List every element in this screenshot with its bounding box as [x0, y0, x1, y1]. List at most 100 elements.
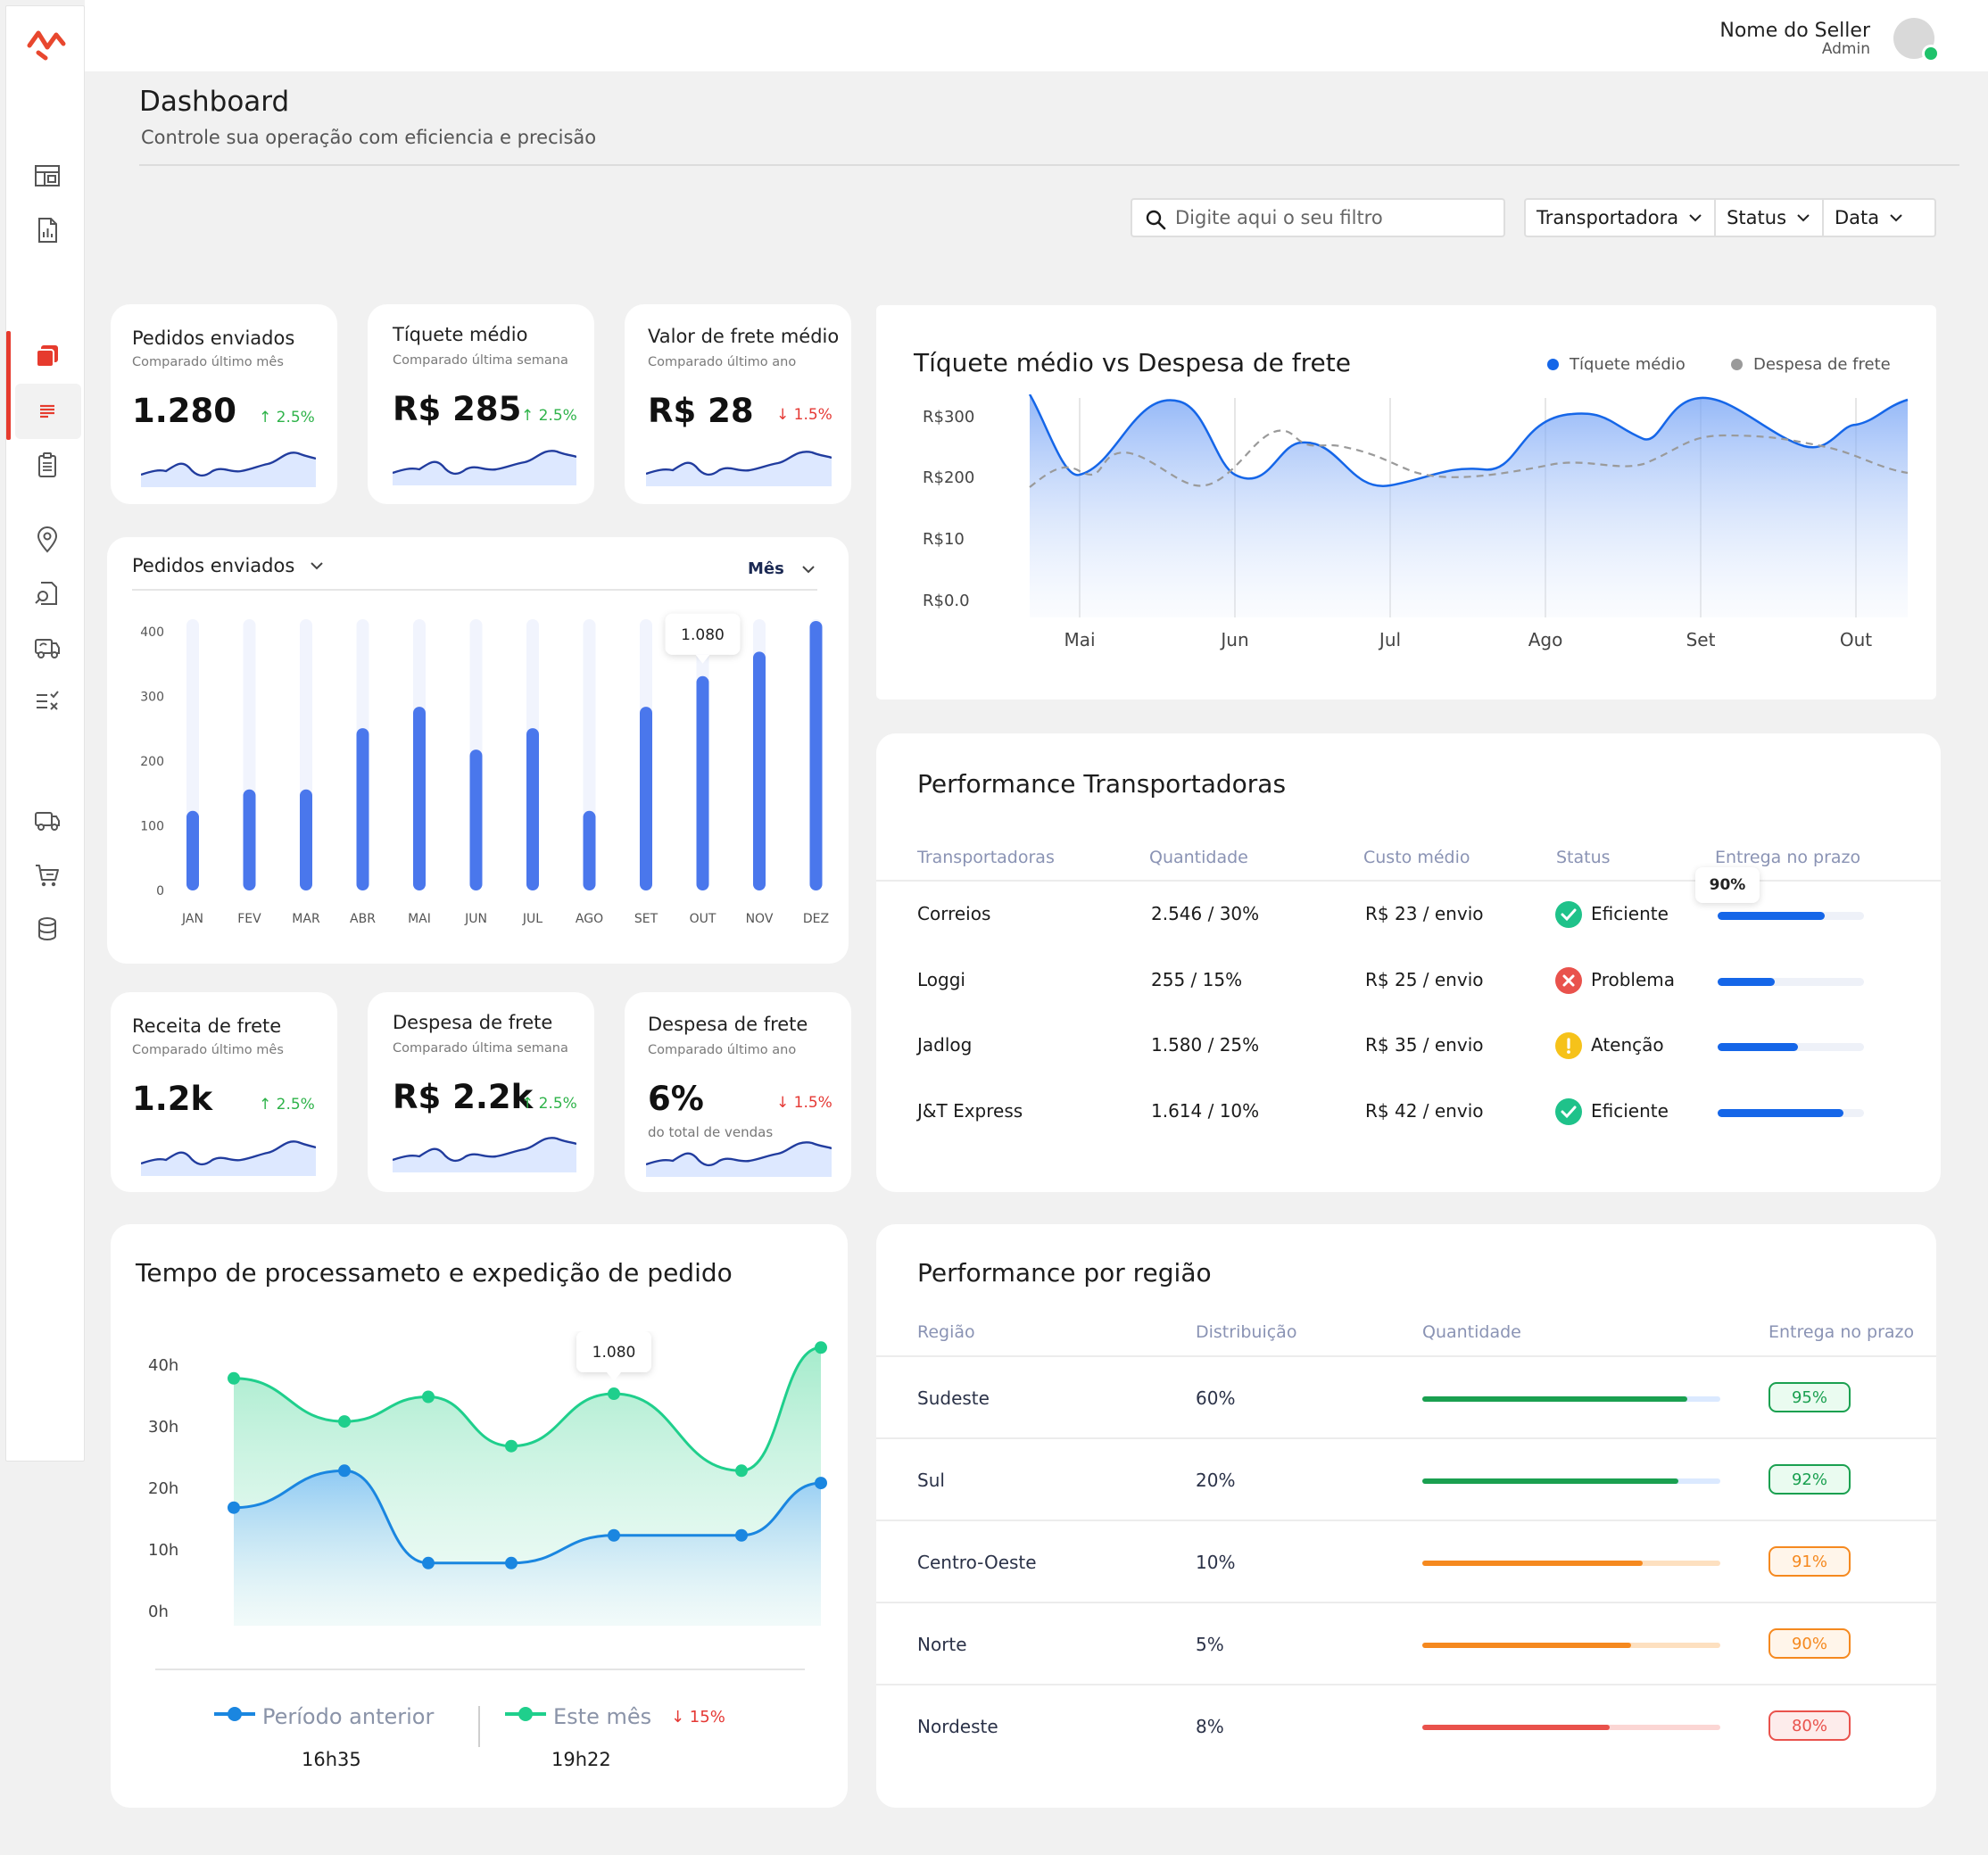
- orders-bar-chart: 400 300 200 100 0 JAN FEV MAR ABR MAI JUN JUL AGO SET…: [140, 613, 829, 926]
- previous-period-point[interactable]: [422, 1556, 435, 1569]
- bar-jul[interactable]: [526, 728, 539, 890]
- column-header: Quantidade: [1422, 1322, 1521, 1342]
- chart-tooltip: [576, 1331, 651, 1373]
- carrier-quantity: 1.580 / 25%: [1151, 1034, 1260, 1056]
- previous-period-point[interactable]: [815, 1477, 827, 1490]
- carrier-cost: R$ 42 / envio: [1365, 1099, 1484, 1122]
- previous-period-point[interactable]: [608, 1528, 620, 1542]
- legend-label: Tíquete médio: [1570, 355, 1686, 374]
- previous-period-point[interactable]: [338, 1464, 351, 1478]
- current-month-point[interactable]: [608, 1387, 620, 1401]
- y-tick-label: R$0.0: [923, 592, 970, 610]
- kpi-value: R$ 285: [393, 390, 522, 428]
- y-tick-label: 40h: [148, 1356, 178, 1375]
- kpi-trend: ↓ 1.5%: [776, 1094, 832, 1112]
- y-tick-label: 300: [140, 691, 164, 705]
- x-tick-label: FEV: [237, 912, 261, 926]
- date-filter-label: Data: [1835, 207, 1880, 228]
- carrier-status: Eficiente: [1591, 1099, 1669, 1122]
- on-time-tooltip: 90%: [1695, 867, 1760, 903]
- column-header: Status: [1556, 848, 1611, 867]
- truck-icon[interactable]: [29, 802, 65, 838]
- search-doc-icon[interactable]: [29, 576, 65, 611]
- previous-period-point[interactable]: [505, 1556, 518, 1569]
- processing-area-chart: 40h 30h 20h 10h 0h 1.080: [148, 1331, 827, 1626]
- bar-jan[interactable]: [186, 810, 199, 890]
- kpi-card-average-ticket[interactable]: Tíquete médio Comparado última semana R$…: [368, 304, 594, 504]
- bar-jun[interactable]: [469, 749, 483, 890]
- current-month-point[interactable]: [338, 1415, 351, 1429]
- kpi-card-freight-expense-week[interactable]: Despesa de frete Comparado última semana…: [368, 992, 594, 1192]
- bar-mar[interactable]: [300, 789, 312, 890]
- region-distribution: 20%: [1196, 1470, 1236, 1491]
- legend-label-current: Este mês: [553, 1704, 652, 1729]
- kpi-card-freight-revenue[interactable]: Receita de frete Comparado último mês 1.…: [111, 992, 337, 1192]
- report-icon[interactable]: [29, 212, 65, 248]
- carrier-cost: R$ 35 / envio: [1365, 1034, 1484, 1056]
- page-title: Dashboard: [139, 86, 290, 118]
- bar-ago[interactable]: [583, 810, 596, 890]
- current-month-point[interactable]: [422, 1390, 435, 1404]
- column-header: Custo médio: [1363, 848, 1470, 867]
- user-name[interactable]: Nome do Seller: [1719, 20, 1870, 42]
- logo-icon: [27, 30, 66, 61]
- y-tick-label: 10h: [148, 1541, 178, 1560]
- kpi-card-average-freight[interactable]: Valor de frete médio Comparado último an…: [625, 304, 851, 504]
- bar-dez[interactable]: [809, 621, 823, 890]
- orders-chart-selector[interactable]: Pedidos enviados: [132, 555, 325, 576]
- page-subtitle: Controle sua operação com eficiencia e p…: [141, 127, 597, 148]
- previous-period-point[interactable]: [228, 1501, 240, 1514]
- x-tick-label: SET: [634, 912, 659, 926]
- checklist-icon[interactable]: [29, 683, 65, 718]
- table-header-divider: [876, 880, 1941, 882]
- kpi-title: Pedidos enviados: [132, 327, 295, 349]
- kpi-card-orders-sent[interactable]: Pedidos enviados Comparado último mês 1.…: [111, 304, 337, 504]
- kpi-value: 6%: [648, 1080, 704, 1118]
- bar-fev[interactable]: [243, 789, 256, 890]
- current-month-point[interactable]: [735, 1464, 748, 1478]
- location-icon[interactable]: [29, 522, 65, 558]
- sparkline: [393, 1137, 576, 1172]
- carrier-filter-dropdown[interactable]: Transportadora: [1526, 200, 1717, 236]
- current-month-point[interactable]: [505, 1439, 518, 1453]
- kpi-subtitle: Comparado último ano: [648, 355, 797, 369]
- check-circle-icon: [1555, 1097, 1582, 1125]
- kpi-value: R$ 28: [648, 392, 754, 430]
- carrier-status: Eficiente: [1591, 903, 1669, 924]
- sparkline: [646, 451, 832, 486]
- row-divider: [876, 1684, 1936, 1685]
- kpi-value: 1.280: [132, 392, 237, 430]
- column-header: Entrega no prazo: [1768, 1322, 1915, 1342]
- bar-set[interactable]: [640, 707, 652, 890]
- check-circle-icon: [1555, 901, 1582, 928]
- current-month-point[interactable]: [228, 1371, 240, 1385]
- current-month-point[interactable]: [815, 1341, 827, 1354]
- sparkline: [141, 1140, 316, 1176]
- bar-nov[interactable]: [753, 651, 766, 890]
- layout-icon[interactable]: [29, 158, 65, 194]
- truck-refresh-icon[interactable]: [29, 629, 65, 665]
- region-name: Sul: [917, 1470, 945, 1491]
- database-icon[interactable]: [29, 911, 65, 947]
- orders-icon[interactable]: [29, 338, 65, 374]
- kpi-note: do total de vendas: [648, 1124, 774, 1140]
- date-filter-dropdown[interactable]: Data: [1824, 200, 1915, 236]
- bar-out[interactable]: [696, 675, 709, 890]
- on-time-progress: [1718, 1043, 1864, 1051]
- bar-abr[interactable]: [356, 728, 369, 890]
- ticket-area-chart: R$300 R$200 R$10 R$0.0 Mai Jun Jul Ago S…: [923, 394, 1909, 650]
- search-box[interactable]: [1131, 198, 1505, 237]
- clipboard-icon[interactable]: [29, 447, 65, 483]
- row-divider: [876, 1355, 1936, 1357]
- kpi-card-freight-expense-year[interactable]: Despesa de frete Comparado último ano 6%…: [625, 992, 851, 1192]
- quantity-progress-fill: [1422, 1561, 1644, 1566]
- cart-icon[interactable]: [29, 857, 65, 893]
- previous-period-point[interactable]: [735, 1528, 748, 1542]
- period-selector[interactable]: Mês: [748, 559, 816, 578]
- search-input[interactable]: [1175, 205, 1496, 230]
- bar-mai[interactable]: [413, 707, 426, 890]
- list-icon[interactable]: [29, 393, 65, 429]
- orders-chart-selector-label: Pedidos enviados: [132, 555, 295, 576]
- legend-marker-current: [505, 1707, 546, 1721]
- status-filter-dropdown[interactable]: Status: [1716, 200, 1825, 236]
